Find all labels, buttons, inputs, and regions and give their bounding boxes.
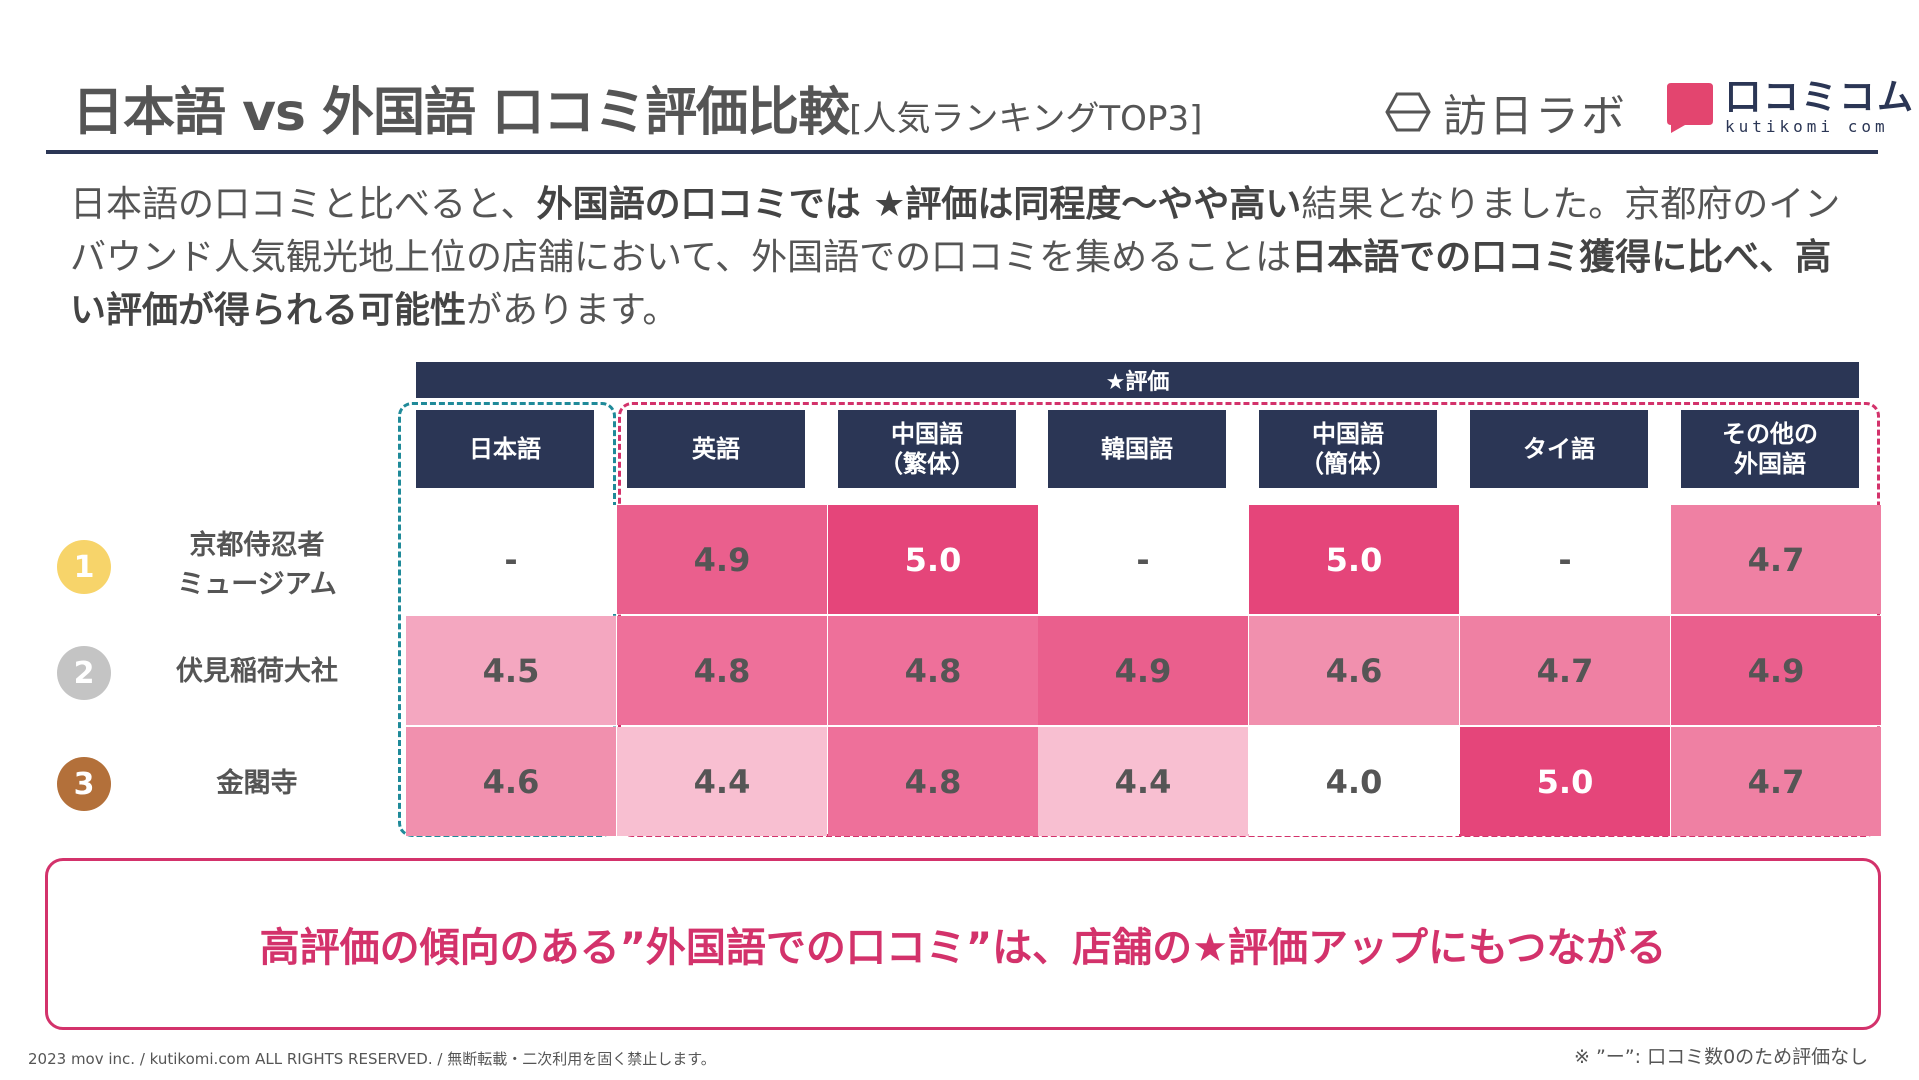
rating-header-band: ★評価: [416, 362, 1859, 398]
cell-r2-english: 4.8: [617, 616, 827, 725]
row-name-1: 京都侍忍者 ミュージアム: [177, 530, 337, 600]
intro-bold-2: 日本語での口コミ獲得に比べ、高い評価が得られる可能性: [70, 237, 1832, 331]
kutikomi-logo: 口コミコム kutikomi com: [1665, 78, 1915, 136]
title-divider: [46, 150, 1878, 154]
cell-r3-korean: 4.4: [1038, 727, 1248, 836]
cell-r1-other: 4.7: [1671, 505, 1881, 614]
column-header-other: その他の 外国語: [1681, 410, 1859, 488]
cell-r3-other: 4.7: [1671, 727, 1881, 836]
cell-r2-thai: 4.7: [1460, 616, 1670, 725]
cell-r3-chinese-traditional: 4.8: [828, 727, 1038, 836]
cell-r3-japanese: 4.6: [406, 727, 616, 836]
column-header-thai: タイ語: [1470, 410, 1648, 488]
conclusion-box: 高評価の傾向のある”外国語での口コミ”は、店舗の★評価アップにもつながる: [45, 858, 1881, 1030]
rank-3-badge: 3: [57, 757, 111, 811]
row-name-3: 金閣寺: [216, 768, 298, 799]
cell-r3-chinese-simplified: 4.0: [1249, 727, 1459, 836]
cell-r2-chinese-simplified: 4.6: [1249, 616, 1459, 725]
column-header-korean: 韓国語: [1048, 410, 1226, 488]
column-header-chinese-simplified: 中国語 （簡体）: [1259, 410, 1437, 488]
column-header-english: 英語: [627, 410, 805, 488]
column-header-japanese: 日本語: [416, 410, 594, 488]
copyright-footer: 2023 mov inc. / kutikomi.com ALL RIGHTS …: [28, 1050, 716, 1068]
cell-r1-japanese: -: [406, 505, 616, 614]
column-header-chinese-traditional: 中国語 （繁体）: [838, 410, 1016, 488]
logo2-subtext: kutikomi com: [1725, 117, 1889, 136]
cell-r1-korean: -: [1038, 505, 1248, 614]
cell-r2-japanese: 4.5: [406, 616, 616, 725]
footnote: ※ ”ー”: 口コミ数0のため評価なし: [1574, 1046, 1869, 1068]
cell-r3-thai: 5.0: [1460, 727, 1670, 836]
intro-bold-1: 外国語の口コミでは ★評価は同程度～やや高い: [536, 184, 1302, 225]
rank-2-badge: 2: [57, 646, 111, 700]
cell-r3-english: 4.4: [617, 727, 827, 836]
cell-r1-chinese-traditional: 5.0: [828, 505, 1038, 614]
speech-bubble-icon: [1665, 81, 1715, 133]
conclusion-text: 高評価の傾向のある”外国語での口コミ”は、店舗の★評価アップにもつながる: [259, 925, 1667, 971]
logo2-text: 口コミコム: [1725, 77, 1916, 118]
title-subtitle: [人気ランキングTOP3]: [849, 99, 1203, 139]
hexagon-icon: [1385, 92, 1431, 132]
cell-r1-english: 4.9: [617, 505, 827, 614]
row-name-2: 伏見稲荷大社: [176, 656, 338, 687]
intro-text-1: 日本語の口コミと比べると、: [70, 184, 537, 225]
cell-r2-other: 4.9: [1671, 616, 1881, 725]
houjin-lab-logo: 訪日ラボ: [1385, 80, 1627, 144]
title-main: 日本語 vs 外国語 口コミ評価比較: [72, 83, 850, 143]
cell-r2-korean: 4.9: [1038, 616, 1248, 725]
intro-text-3: があります。: [466, 290, 679, 331]
cell-r2-chinese-traditional: 4.8: [828, 616, 1038, 725]
intro-paragraph: 日本語の口コミと比べると、外国語の口コミでは ★評価は同程度～やや高い結果となり…: [70, 178, 1850, 337]
intro-text-2: 結果となりました。京都府のインバウンド人気観光地上位の店舗において、外国語での口…: [70, 184, 1841, 278]
logo1-text: 訪日ラボ: [1443, 91, 1627, 142]
rank-1-badge: 1: [57, 540, 111, 594]
page-title: 日本語 vs 外国語 口コミ評価比較[人気ランキングTOP3]: [72, 70, 1202, 145]
cell-r1-thai: -: [1460, 505, 1670, 614]
cell-r1-chinese-simplified: 5.0: [1249, 505, 1459, 614]
